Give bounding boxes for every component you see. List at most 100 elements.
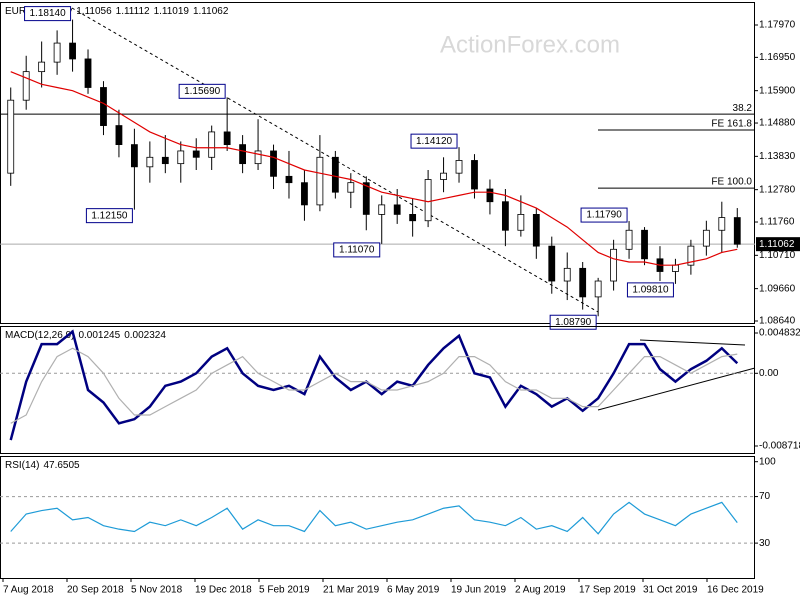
annotation-box (580, 207, 628, 223)
candle-body (733, 217, 741, 245)
panel-title: RSI(14) 47.6505 (5, 460, 80, 471)
x-tick-label: 21 Mar 2019 (323, 585, 380, 596)
level-label: FE 100.0 (711, 177, 752, 188)
title-text: MACD(12,26,9) (5, 330, 74, 341)
candle-body (53, 42, 61, 63)
annotation-box (626, 282, 674, 298)
level-label: 38.2 (733, 103, 753, 114)
price-box (756, 237, 800, 252)
candle-body (177, 150, 185, 165)
candle-body (486, 188, 494, 203)
annotation-box (549, 314, 597, 330)
candle-body (146, 156, 154, 168)
panel (0, 456, 755, 579)
y-tick-label: 1.08640 (759, 316, 796, 327)
annotation-label: 1.18140 (29, 8, 66, 19)
y-tick-label: 1.11760 (759, 217, 795, 228)
annotation-box (85, 208, 133, 224)
annotation-label: 1.11790 (586, 210, 622, 221)
indicator-line (9, 329, 739, 441)
moving-average (10, 71, 738, 266)
trend-line (71, 7, 599, 313)
macd-trend-line (597, 367, 756, 411)
panel-title: MACD(12,26,9) 0.001245 0.002324 (5, 330, 166, 341)
x-tick-label: 7 Aug 2018 (3, 585, 54, 596)
candle-body (378, 204, 386, 215)
candle-body (161, 156, 169, 165)
y-tick-label: 1.12780 (759, 184, 796, 195)
x-tick-label: 19 Dec 2018 (195, 585, 252, 596)
indicator-line (10, 501, 738, 535)
title-value: 1.11019 (154, 6, 190, 17)
candle-body (239, 144, 247, 165)
annotation-label: 1.15690 (184, 86, 221, 97)
candle-body (594, 280, 602, 298)
candle-body (548, 245, 556, 282)
annotation-label: 1.08790 (555, 317, 592, 328)
indicator-line (10, 347, 738, 424)
candle-body (84, 58, 92, 88)
candle-body (7, 99, 15, 174)
annotation-box (24, 6, 72, 22)
y-tick-label: 1.16950 (759, 52, 796, 63)
candle-body (130, 144, 138, 168)
y-tick-label: 1.13830 (759, 151, 796, 162)
candle-body (285, 175, 293, 184)
candle-body (69, 42, 76, 60)
candle-body (687, 245, 695, 266)
candle-body (208, 131, 216, 158)
title-value: 0.001245 (78, 330, 120, 341)
annotation-label: 1.12150 (91, 210, 128, 221)
candle-body (579, 267, 587, 298)
y-tick-label: 1.10710 (759, 250, 796, 261)
y-tick-label: 1.17970 (759, 20, 796, 31)
x-tick-label: 6 May 2019 (387, 585, 440, 596)
candle-body (115, 125, 123, 146)
candle-body (718, 217, 726, 231)
candle-body (532, 214, 540, 247)
candle-body (38, 61, 46, 73)
level-label: FE 161.8 (711, 119, 752, 130)
y-tick-label: 1.14880 (759, 118, 796, 129)
candle-body (455, 160, 463, 174)
x-tick-label: 2 Aug 2019 (515, 585, 566, 596)
candle-body (301, 182, 308, 206)
annotation-box (333, 242, 381, 258)
title-text: RSI(14) (5, 460, 39, 471)
title-value: 0.002324 (124, 330, 166, 341)
macd-trend-line (639, 339, 746, 346)
x-tick-label: 20 Sep 2018 (67, 585, 124, 596)
annotation-label: 1.11070 (339, 245, 375, 256)
title-value: 1.11062 (193, 6, 229, 17)
candle-body (702, 229, 710, 247)
x-tick-label: 17 Sep 2019 (579, 585, 636, 596)
annotation-box (178, 83, 226, 99)
candle-body (22, 71, 30, 101)
annotation-label: 1.14120 (416, 136, 453, 147)
title-value: 1.11056 (76, 6, 112, 17)
candle-body (672, 264, 679, 272)
candle-body (393, 204, 401, 215)
candle-body (517, 214, 525, 231)
y-tick-label: 100 (759, 456, 776, 467)
x-tick-label: 31 Oct 2019 (643, 585, 698, 596)
watermark: ActionForex.com (440, 31, 620, 58)
candle-body (100, 87, 107, 126)
y-tick-label: 0.00 (759, 368, 779, 379)
y-tick-label: 30 (759, 538, 771, 549)
candle-body (641, 229, 648, 260)
candle-body (424, 179, 432, 222)
candle-body (192, 150, 200, 158)
x-tick-label: 5 Nov 2018 (131, 585, 183, 596)
y-tick-label: 70 (759, 491, 771, 502)
candle-body (471, 160, 478, 190)
y-tick-label: -0.008718 (759, 441, 800, 452)
candle-body (347, 182, 355, 193)
candle-body (270, 150, 277, 177)
annotation-box (410, 133, 458, 149)
candle-body (501, 201, 509, 231)
candle-body (409, 214, 417, 222)
title-value: 1.11112 (116, 6, 150, 17)
y-tick-label: 0.004832 (759, 328, 800, 339)
